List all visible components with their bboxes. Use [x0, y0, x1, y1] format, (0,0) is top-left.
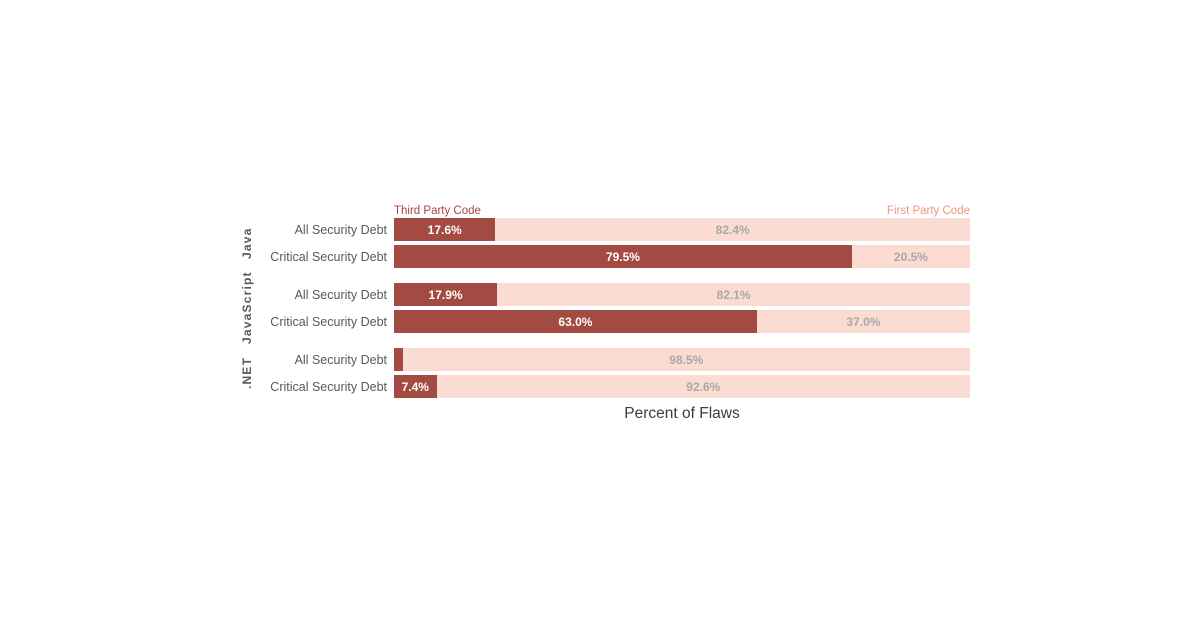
value-label: 20.5% — [893, 249, 928, 264]
segment-first-party: 92.6% — [436, 375, 970, 398]
group-label-column: .NET — [236, 348, 258, 398]
legend-third-party-code: Third Party Code — [394, 205, 481, 217]
legend-first-party-code: First Party Code — [886, 205, 970, 217]
group-label-net: .NET — [240, 356, 254, 390]
row-net-critical-security-debt: Critical Security Debt 7.4% 92.6% — [258, 375, 970, 398]
row-label: All Security Debt — [294, 222, 387, 237]
group-net: .NET All Security Debt 98.5% Critical Secur… — [236, 348, 970, 398]
value-label: 98.5% — [669, 352, 704, 367]
bar-groups-container: Java All Security Debt 17.6% 82.4% Critical … — [236, 218, 970, 398]
segment-third-party: 63.0% — [394, 310, 757, 333]
row-label: Critical Security Debt — [270, 249, 387, 264]
value-label: 82.1% — [716, 287, 751, 302]
row-label: All Security Debt — [294, 287, 387, 302]
group-java: Java All Security Debt 17.6% 82.4% Critical … — [236, 218, 970, 268]
stacked-bar: 98.5% — [394, 348, 970, 371]
row-label: Critical Security Debt — [270, 379, 387, 394]
group-label-java: Java — [240, 227, 254, 259]
segment-third-party — [394, 348, 403, 371]
value-label: 7.4% — [401, 379, 429, 394]
row-label: All Security Debt — [294, 352, 387, 367]
row-javascript-all-security-debt: All Security Debt 17.9% 82.1% — [258, 283, 970, 306]
row-java-all-security-debt: All Security Debt 17.6% 82.4% — [258, 218, 970, 241]
group-label-column: Java — [236, 218, 258, 268]
stacked-bar: 7.4% 92.6% — [394, 375, 970, 398]
stacked-bar: 79.5% 20.5% — [394, 245, 970, 268]
value-label: 63.0% — [558, 314, 593, 329]
value-label: 92.6% — [686, 379, 721, 394]
stacked-bar: 17.9% 82.1% — [394, 283, 970, 306]
segment-third-party: 79.5% — [394, 245, 852, 268]
group-label-javascript: JavaScript — [240, 271, 254, 345]
group-label-column: JavaScript — [236, 271, 258, 345]
rows: All Security Debt 17.6% 82.4% Critical Secu… — [258, 218, 970, 268]
group-javascript: JavaScript All Security Debt 17.9% 82.1% Cri… — [236, 271, 970, 345]
stacked-bar: 17.6% 82.4% — [394, 218, 970, 241]
segment-third-party: 7.4% — [394, 375, 437, 398]
value-label: 79.5% — [605, 249, 640, 264]
x-axis-title: Percent of Flaws — [624, 405, 740, 422]
row-java-critical-security-debt: Critical Security Debt 79.5% 20.5% — [258, 245, 970, 268]
segment-first-party: 37.0% — [756, 310, 970, 333]
segment-first-party: 98.5% — [402, 348, 970, 371]
security-debt-chart: Third Party Code First Party Code Java Al… — [236, 202, 970, 423]
segment-first-party: 82.4% — [495, 218, 970, 241]
rows: All Security Debt 98.5% Critical Security … — [258, 348, 970, 398]
value-label: 82.4% — [715, 222, 750, 237]
legend-row: Third Party Code First Party Code — [394, 202, 970, 218]
value-label: 37.0% — [846, 314, 881, 329]
stacked-bar: 63.0% 37.0% — [394, 310, 970, 333]
value-label: 17.6% — [427, 222, 462, 237]
row-net-all-security-debt: All Security Debt 98.5% — [258, 348, 970, 371]
segment-third-party: 17.6% — [394, 218, 496, 241]
rows: All Security Debt 17.9% 82.1% Critical Secu… — [258, 283, 970, 333]
value-label: 17.9% — [428, 287, 463, 302]
row-label: Critical Security Debt — [270, 314, 387, 329]
row-javascript-critical-security-debt: Critical Security Debt 63.0% 37.0% — [258, 310, 970, 333]
segment-third-party: 17.9% — [394, 283, 498, 306]
segment-first-party: 20.5% — [851, 245, 970, 268]
segment-first-party: 82.1% — [497, 283, 970, 306]
